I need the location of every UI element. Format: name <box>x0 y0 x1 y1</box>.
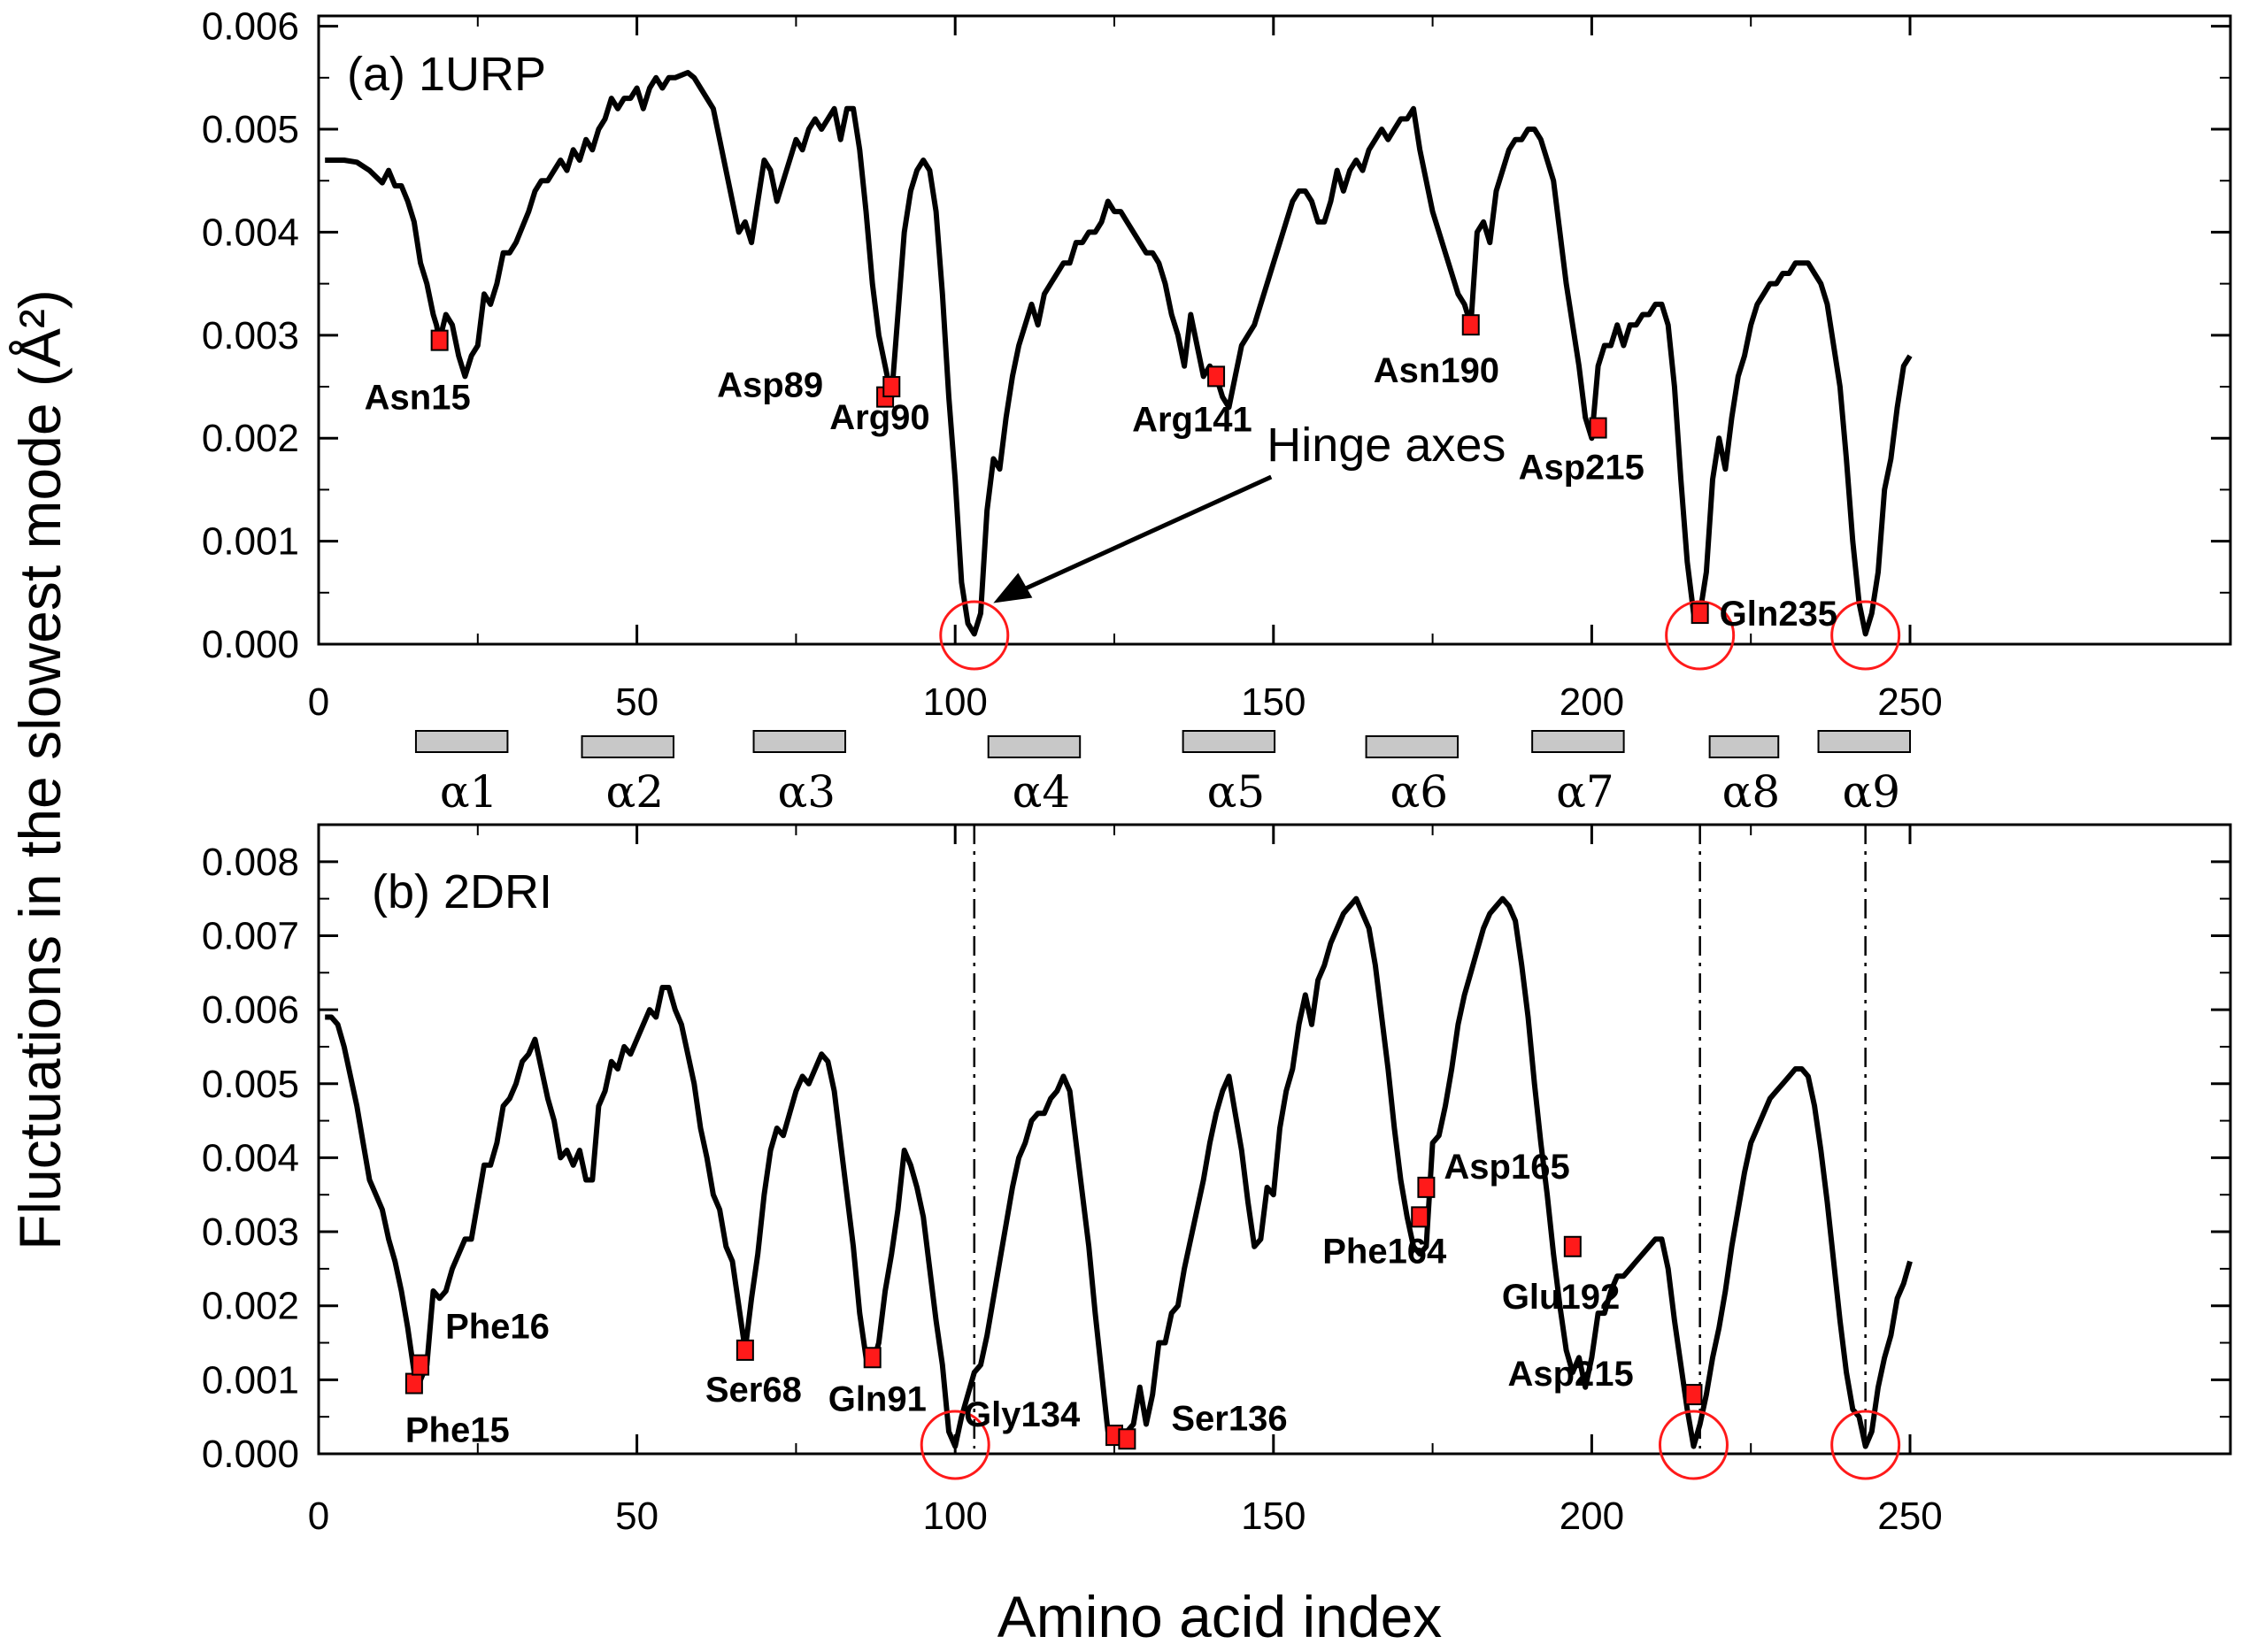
helix-bar <box>1531 730 1625 753</box>
x-tick-label: 200 <box>1560 680 1624 724</box>
y-tick-label: 0.001 <box>202 520 299 564</box>
helix-label: α5 <box>1207 766 1266 818</box>
residue-label: Gln91 <box>828 1379 927 1418</box>
x-tick-label: 150 <box>1241 1494 1305 1538</box>
hinge-circle <box>1658 1410 1729 1480</box>
residue-label: Asp215 <box>1507 1355 1633 1394</box>
helix-label: α8 <box>1722 766 1781 818</box>
helix-label: α2 <box>605 766 664 818</box>
residue-marker <box>1461 314 1480 336</box>
residue-marker <box>404 1372 423 1395</box>
helix-label: α3 <box>777 766 836 818</box>
residue-label: Phe15 <box>405 1411 510 1450</box>
hinge-circle <box>1830 600 1901 671</box>
residue-label: Glu192 <box>1502 1278 1620 1317</box>
hinge-arrow-head <box>993 572 1033 603</box>
helix-bar <box>1182 730 1276 753</box>
residue-marker <box>1691 603 1709 625</box>
x-tick-label: 100 <box>922 680 987 724</box>
hinge-circle <box>939 600 1010 671</box>
hinge-circle <box>920 1410 990 1480</box>
residue-label: Asn15 <box>365 379 471 418</box>
residue-marker <box>863 1347 882 1369</box>
y-tick-label: 0.004 <box>202 211 299 254</box>
y-tick-label: 0.003 <box>202 1210 299 1254</box>
hinge-circle <box>1830 1410 1901 1480</box>
residue-label: Ser68 <box>705 1371 802 1410</box>
residue-label: Asp89 <box>717 366 823 405</box>
x-tick-label: 50 <box>615 680 659 724</box>
panel-title: (b) 2DRI <box>372 865 552 918</box>
x-tick-label: 0 <box>308 1494 329 1538</box>
y-tick-label: 0.006 <box>202 988 299 1032</box>
helix-bar <box>1708 735 1780 758</box>
residue-marker <box>1417 1176 1436 1198</box>
series-line-1URP <box>325 70 1913 637</box>
residue-marker <box>1684 1384 1703 1406</box>
x-axis-title: Amino acid index <box>997 1584 1443 1649</box>
helix-label: α6 <box>1390 766 1449 818</box>
y-tick-label: 0.002 <box>202 417 299 460</box>
residue-label: Gln235 <box>1720 595 1837 634</box>
series-line-2DRI <box>325 895 1913 1449</box>
x-tick-label: 200 <box>1560 1494 1624 1538</box>
y-tick-label: 0.004 <box>202 1136 299 1179</box>
y-tick-label: 0.000 <box>202 623 299 666</box>
helix-label: α7 <box>1556 766 1614 818</box>
y-tick-label: 0.007 <box>202 914 299 957</box>
residue-label: Asp165 <box>1444 1148 1569 1187</box>
residue-label: Arg141 <box>1132 400 1252 439</box>
hinge-arrow-shaft <box>1008 474 1273 598</box>
residue-marker <box>1411 1206 1429 1228</box>
axis-titles: Fluctuations in the slowest mode (Å²) Am… <box>7 289 1442 1649</box>
y-tick-label: 0.008 <box>202 841 299 884</box>
residue-marker <box>736 1339 754 1361</box>
helix-bar <box>752 730 847 753</box>
residue-marker <box>412 1354 430 1376</box>
residue-label: Asn190 <box>1374 351 1499 390</box>
helix-label: α4 <box>1013 766 1071 818</box>
x-tick-label: 50 <box>615 1494 659 1538</box>
y-tick-label: 0.002 <box>202 1285 299 1328</box>
y-tick-label: 0.005 <box>202 1063 299 1106</box>
y-axis-title: Fluctuations in the slowest mode (Å²) <box>7 289 73 1250</box>
residue-marker <box>1563 1235 1582 1257</box>
helix-label: α9 <box>1842 766 1900 818</box>
residue-marker <box>1589 417 1607 439</box>
x-tick-label: 0 <box>308 680 329 724</box>
y-tick-label: 0.001 <box>202 1358 299 1402</box>
helix-bar <box>987 735 1082 758</box>
y-tick-label: 0.003 <box>202 314 299 357</box>
residue-label: Gly134 <box>964 1395 1081 1434</box>
x-tick-label: 250 <box>1877 680 1942 724</box>
helix-bar <box>1365 735 1460 758</box>
helix-label: α1 <box>440 766 498 818</box>
residue-marker <box>430 329 449 351</box>
panel-title: (a) 1URP <box>347 48 546 101</box>
residue-label: Arg90 <box>829 398 929 437</box>
residue-marker <box>882 376 901 398</box>
hinge-circle <box>1665 600 1736 671</box>
residue-marker <box>1118 1428 1136 1450</box>
y-tick-label: 0.006 <box>202 5 299 49</box>
panel-a-1URP: 0 50 100 150 200 250 0.000 0.001 0.002 0.003 0.004… <box>202 5 2232 724</box>
helix-track: α1 α2 α3 α4 α5 α6 α7 α8 α9 <box>414 730 1912 818</box>
helix-bar <box>1817 730 1912 753</box>
x-tick-label: 150 <box>1241 680 1305 724</box>
residue-label: Asp215 <box>1519 449 1644 488</box>
x-tick-label: 250 <box>1877 1494 1942 1538</box>
helix-bar <box>581 735 674 758</box>
residue-marker <box>1207 365 1226 388</box>
helix-bar <box>414 730 509 753</box>
y-tick-label: 0.005 <box>202 108 299 151</box>
x-tick-label: 100 <box>922 1494 987 1538</box>
panel-b-2DRI: 0 50 100 150 200 250 0.000 0.001 0.002 0.003 0.004… <box>202 823 2232 1538</box>
y-tick-label: 0.000 <box>202 1433 299 1476</box>
residue-label: Phe164 <box>1322 1232 1447 1271</box>
residue-label: Ser136 <box>1171 1399 1287 1438</box>
residue-label: Phe16 <box>445 1308 550 1347</box>
hinge-axes-label: Hinge axes <box>1267 419 1506 472</box>
plot-frame <box>317 823 2232 1456</box>
